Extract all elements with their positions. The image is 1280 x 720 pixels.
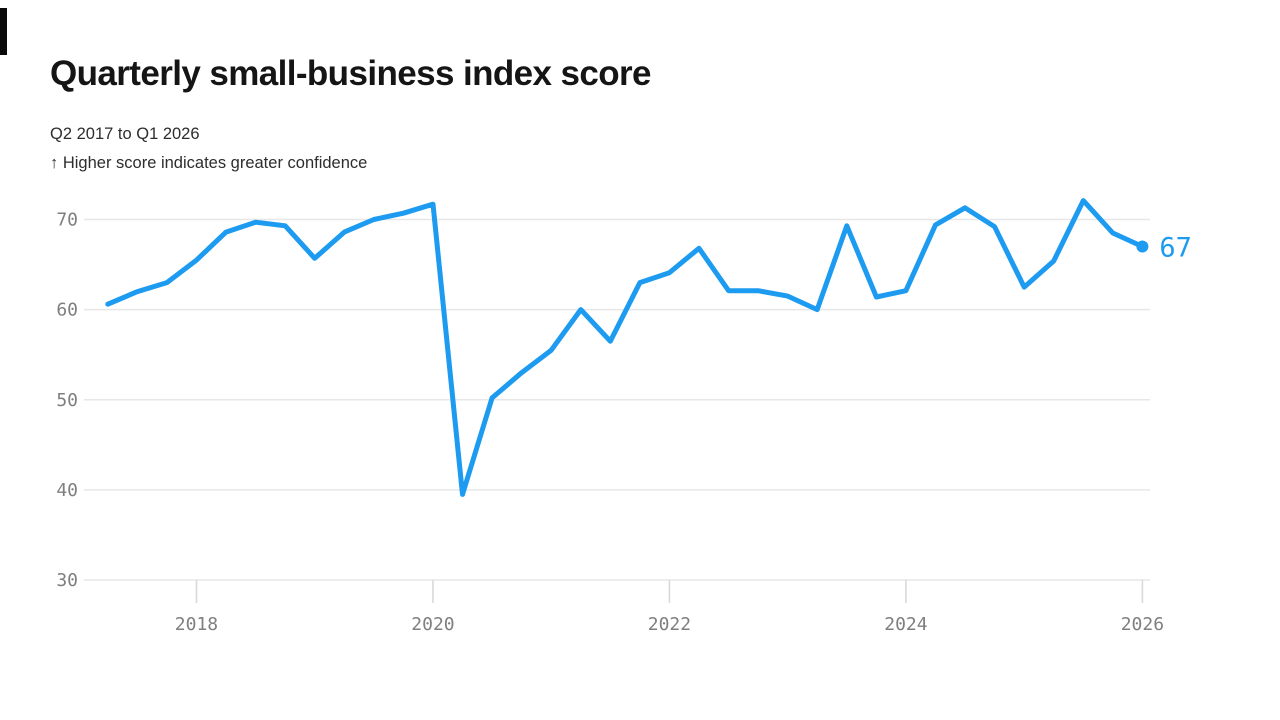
y-gridlines — [84, 218, 1150, 581]
y-axis-label: 60 — [56, 300, 78, 321]
x-axis-label: 2020 — [411, 614, 454, 635]
y-axis-label: 30 — [56, 570, 78, 591]
end-value-label: 67 — [1159, 233, 1192, 264]
chart-subtitle: Q2 2017 to Q1 2026 — [50, 125, 200, 143]
index-line — [105, 198, 1145, 497]
end-dot — [1136, 240, 1149, 253]
page-title: Quarterly small-business index score — [50, 54, 651, 93]
screen-edge-artifact — [0, 8, 7, 55]
y-axis-labels: 30 40 50 60 70 — [56, 210, 78, 592]
x-axis-label: 2018 — [175, 614, 218, 635]
y-axis-label: 50 — [56, 390, 78, 411]
x-axis-label: 2024 — [884, 614, 927, 635]
x-axis-label: 2022 — [648, 614, 691, 635]
y-axis-label: 70 — [56, 210, 78, 231]
x-axis: 2018 2020 2022 2024 2026 — [175, 580, 1164, 635]
y-axis-label: 40 — [56, 480, 78, 501]
x-axis-label: 2026 — [1121, 614, 1164, 635]
chart-note: ↑ Higher score indicates greater confide… — [50, 154, 368, 172]
